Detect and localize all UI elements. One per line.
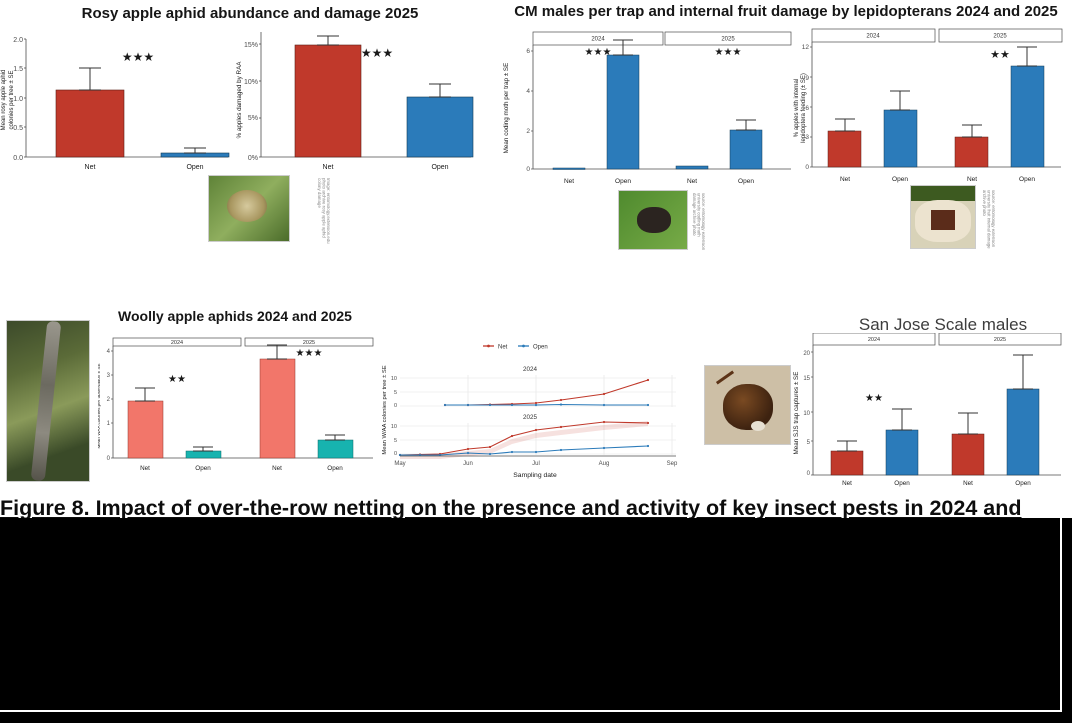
svg-text:0: 0 xyxy=(526,166,530,173)
svg-text:Net: Net xyxy=(272,465,282,472)
svg-text:10: 10 xyxy=(803,411,810,417)
svg-text:Open: Open xyxy=(431,164,448,171)
svg-text:Jul: Jul xyxy=(532,461,540,467)
svg-text:Aug: Aug xyxy=(599,461,610,467)
svg-text:Net: Net xyxy=(498,345,508,351)
svg-text:Net: Net xyxy=(85,164,96,171)
svg-text:colonies per tree ± SE: colonies per tree ± SE xyxy=(9,71,15,130)
svg-text:5: 5 xyxy=(394,438,397,444)
svg-text:★★★: ★★★ xyxy=(585,47,612,58)
svg-text:6: 6 xyxy=(526,48,530,55)
svg-text:0: 0 xyxy=(394,403,397,409)
svg-text:15%: 15% xyxy=(244,42,258,49)
svg-text:2.0: 2.0 xyxy=(13,37,23,44)
svg-text:Mean rosy apple aphid: Mean rosy apple aphid xyxy=(1,70,7,131)
svg-text:12: 12 xyxy=(802,44,810,51)
svg-text:Mean SJS trap captures ± SE: Mean SJS trap captures ± SE xyxy=(793,372,800,455)
svg-text:★★★: ★★★ xyxy=(361,46,393,60)
svg-text:0.0: 0.0 xyxy=(13,155,23,162)
svg-text:Net: Net xyxy=(967,176,977,183)
svg-text:2025: 2025 xyxy=(721,37,735,43)
svg-text:0: 0 xyxy=(807,471,811,477)
svg-text:★★★: ★★★ xyxy=(296,348,323,359)
svg-text:Open: Open xyxy=(1015,480,1031,487)
svg-text:2: 2 xyxy=(107,397,111,403)
svg-text:Open: Open xyxy=(327,465,343,472)
svg-text:★★★: ★★★ xyxy=(715,47,742,58)
svg-text:10: 10 xyxy=(391,424,397,430)
svg-text:Sampling date: Sampling date xyxy=(513,472,557,479)
svg-text:2024: 2024 xyxy=(591,37,605,43)
svg-text:0%: 0% xyxy=(248,155,258,162)
svg-text:4: 4 xyxy=(107,349,111,355)
svg-text:4: 4 xyxy=(526,88,530,95)
svg-text:Mean WAA colonies per observat: Mean WAA colonies per observation ± SE xyxy=(98,363,101,448)
svg-text:2024: 2024 xyxy=(171,340,183,346)
svg-text:2025: 2025 xyxy=(994,337,1006,343)
svg-text:Open: Open xyxy=(894,480,910,487)
svg-text:★★: ★★ xyxy=(990,49,1010,61)
svg-text:Mean coding moth per trap ± SE: Mean coding moth per trap ± SE xyxy=(503,63,510,154)
svg-text:Net: Net xyxy=(323,164,334,171)
svg-text:Net: Net xyxy=(840,176,850,183)
svg-text:2: 2 xyxy=(526,128,530,135)
svg-text:5: 5 xyxy=(807,440,811,446)
svg-text:5: 5 xyxy=(394,390,397,396)
svg-text:% apples damaged by RAA: % apples damaged by RAA xyxy=(236,61,243,139)
svg-text:10%: 10% xyxy=(244,79,258,86)
svg-text:2025: 2025 xyxy=(303,340,315,346)
svg-text:Mean W/AA colonies per tree ±: Mean W/AA colonies per tree ± SE xyxy=(382,365,388,454)
svg-text:Open: Open xyxy=(533,345,548,351)
svg-text:Net: Net xyxy=(564,178,574,185)
svg-text:Open: Open xyxy=(186,164,203,171)
svg-text:2024: 2024 xyxy=(523,366,538,373)
svg-text:Open: Open xyxy=(1019,176,1035,183)
svg-text:★★: ★★ xyxy=(168,374,186,385)
svg-text:Net: Net xyxy=(140,465,150,472)
svg-text:1: 1 xyxy=(107,421,111,427)
svg-text:lepidoptera feeding (± SE): lepidoptera feeding (± SE) xyxy=(801,73,807,143)
svg-text:0: 0 xyxy=(805,164,809,171)
svg-text:Sep: Sep xyxy=(667,461,678,467)
svg-text:0: 0 xyxy=(394,451,397,457)
svg-text:Open: Open xyxy=(195,465,211,472)
svg-text:5%: 5% xyxy=(248,115,258,122)
svg-text:Net: Net xyxy=(963,480,973,487)
svg-text:0: 0 xyxy=(107,456,111,462)
svg-text:Open: Open xyxy=(738,178,754,185)
svg-text:Open: Open xyxy=(892,176,908,183)
svg-text:20: 20 xyxy=(803,351,810,357)
svg-text:2025: 2025 xyxy=(993,34,1007,40)
svg-text:★★★: ★★★ xyxy=(122,50,154,64)
svg-text:Jun: Jun xyxy=(463,461,473,467)
svg-text:Net: Net xyxy=(842,480,852,487)
svg-text:2024: 2024 xyxy=(868,337,880,343)
svg-text:% apples with internal: % apples with internal xyxy=(794,79,800,137)
svg-text:2025: 2025 xyxy=(523,414,538,421)
svg-text:2024: 2024 xyxy=(866,34,880,40)
svg-text:Open: Open xyxy=(615,178,631,185)
svg-text:15: 15 xyxy=(803,376,810,382)
svg-text:★★: ★★ xyxy=(865,393,883,404)
svg-text:3: 3 xyxy=(107,373,111,379)
svg-text:10: 10 xyxy=(391,376,397,382)
svg-text:May: May xyxy=(394,461,405,467)
svg-text:Net: Net xyxy=(687,178,697,185)
